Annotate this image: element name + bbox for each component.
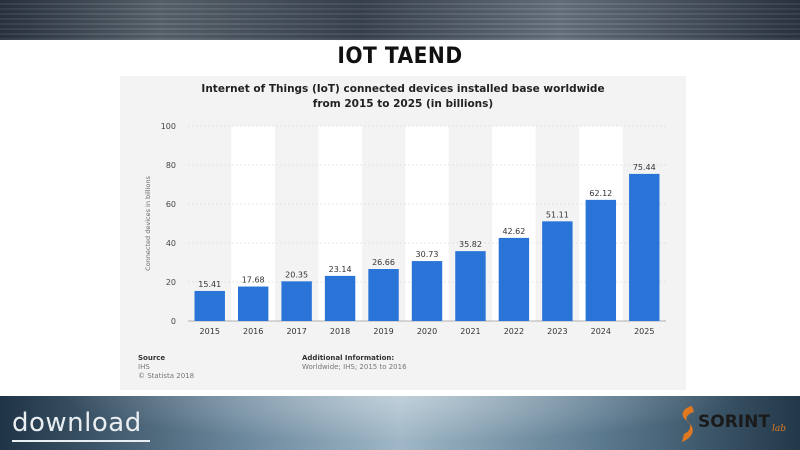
y-tick-label-100: 100 — [161, 122, 176, 131]
data-label-2022: 42.62 — [502, 227, 525, 236]
additional-info-label: Additional Information: — [302, 354, 395, 362]
data-label-2024: 62.12 — [589, 189, 612, 198]
download-underline — [12, 440, 150, 442]
bar-chart: 0 20 40 60 80 100 Connected devices in billion… — [144, 122, 666, 336]
chart-title-line-2: from 2015 to 2025 (in billions) — [312, 98, 494, 110]
bar-2024 — [585, 199, 617, 321]
y-tick-label-80: 80 — [166, 161, 176, 170]
data-label-2015: 15.41 — [198, 280, 221, 289]
top-decor-band — [0, 0, 800, 40]
chart-title-line-1: Internet of Things (IoT) connected devic… — [201, 83, 605, 95]
chart-title: Internet of Things (IoT) connected devic… — [120, 82, 686, 112]
download-logo: download — [12, 408, 142, 438]
y-tick-label-0: 0 — [171, 317, 176, 326]
data-label-2017: 20.35 — [285, 270, 308, 279]
bar-2018 — [324, 275, 356, 321]
bar-2015 — [194, 290, 225, 321]
additional-info-block: Additional Information: Worldwide; IHS; … — [302, 354, 407, 372]
sorint-wordmark: SORINT — [698, 412, 770, 432]
x-tick-label-2021: 2021 — [460, 327, 480, 336]
bar-2017 — [281, 281, 312, 321]
source-label: Source — [138, 354, 166, 362]
bar-2022 — [498, 237, 530, 321]
x-tick-label-2023: 2023 — [547, 327, 567, 336]
data-label-2018: 23.14 — [329, 265, 352, 274]
source-line-2: © Statista 2018 — [138, 372, 195, 380]
x-tick-label-2025: 2025 — [634, 327, 654, 336]
additional-info-text: Worldwide; IHS; 2015 to 2016 — [302, 363, 407, 371]
x-tick-label-2015: 2015 — [200, 327, 220, 336]
x-tick-label-2017: 2017 — [286, 327, 306, 336]
data-label-2020: 30.73 — [416, 250, 439, 259]
x-tick-label-2024: 2024 — [591, 327, 611, 336]
bar-2016 — [237, 286, 269, 321]
data-label-2021: 35.82 — [459, 240, 482, 249]
source-line-1: IHS — [138, 363, 150, 371]
sorint-mark-icon — [682, 406, 694, 442]
y-tick-label-60: 60 — [166, 200, 176, 209]
x-tick-label-2019: 2019 — [373, 327, 393, 336]
data-label-2019: 26.66 — [372, 258, 395, 267]
x-tick-label-2016: 2016 — [243, 327, 263, 336]
bar-2021 — [455, 251, 486, 321]
x-tick-label-2018: 2018 — [330, 327, 350, 336]
slide-title: IOT TAEND — [337, 44, 463, 69]
y-tick-label-20: 20 — [166, 278, 176, 287]
sorint-lab-text: lab — [772, 424, 787, 434]
source-block: Source IHS © Statista 2018 — [138, 354, 194, 381]
bar-2025 — [629, 173, 660, 321]
y-tick-label-40: 40 — [166, 239, 176, 248]
bar-2020 — [411, 261, 443, 321]
bar-2023 — [542, 221, 573, 321]
x-tick-label-2022: 2022 — [504, 327, 524, 336]
data-label-2016: 17.68 — [242, 276, 265, 285]
data-label-2025: 75.44 — [633, 163, 656, 172]
sorint-lab-logo: SORINT lab — [676, 404, 796, 446]
x-tick-label-2020: 2020 — [417, 327, 437, 336]
y-axis-label: Connected devices in billions — [144, 176, 152, 271]
chart-panel: Internet of Things (IoT) connected devic… — [120, 76, 686, 390]
data-label-2023: 51.11 — [546, 210, 569, 219]
bar-2019 — [368, 269, 399, 321]
